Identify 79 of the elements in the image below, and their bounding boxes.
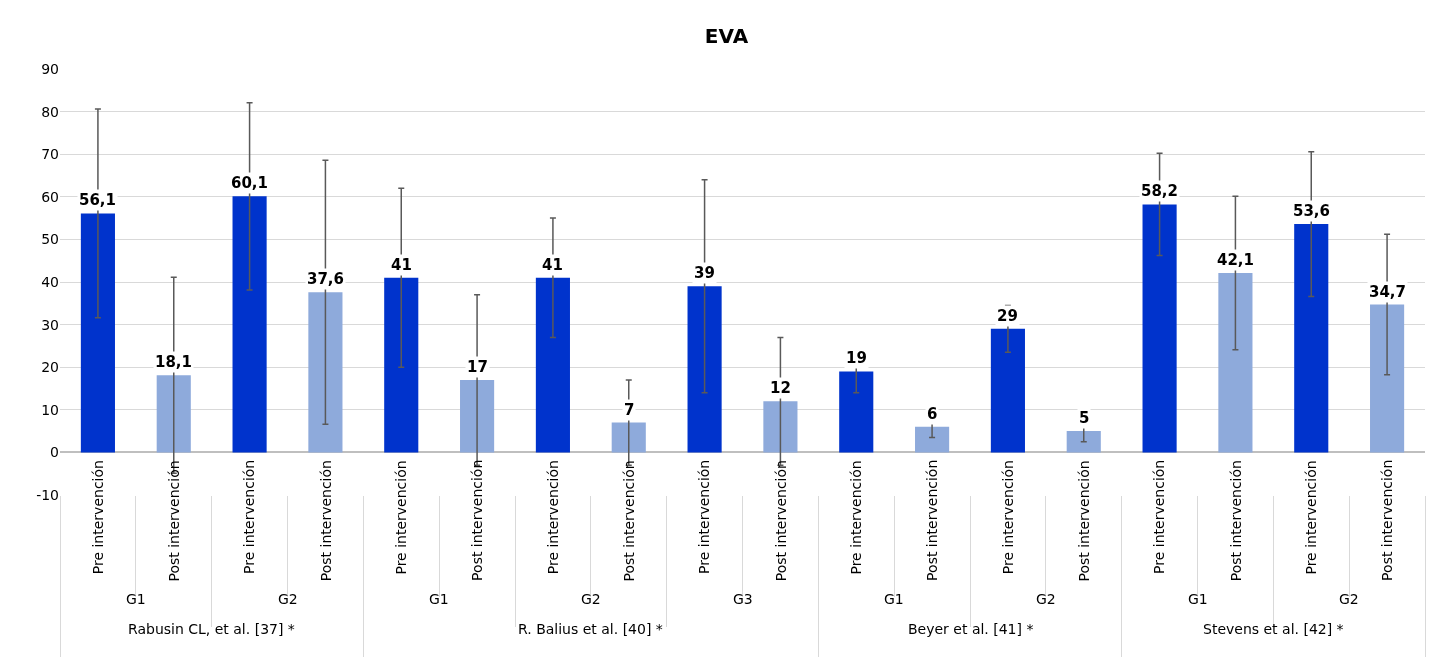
text: Rabusin CL, et al. [37] * [128,621,295,637]
text: G1 [126,591,146,607]
bar [915,426,950,453]
x-tick-label: Post intervención [772,460,789,582]
x-tick-label: Post intervención [1075,460,1092,582]
data-label: 42,1 [1217,251,1255,269]
x-tick-label: Post intervención [620,460,637,582]
y-tick-label: 60 [41,188,59,205]
data-label: 60,1 [231,174,269,192]
text: G2 [1339,591,1359,607]
text: R. Balius et al. [40] * [518,621,663,637]
data-label: 29 [997,307,1018,325]
bar [384,277,419,453]
text: G2 [278,591,298,607]
x-tick-label: Pre intervención [847,460,864,575]
text: Beyer et al. [41] * [908,621,1034,637]
text: G3 [733,591,753,607]
bar [232,196,267,453]
x-tick-label: Pre intervención [1151,459,1168,574]
x-tick-label: Pre intervención [89,460,106,575]
y-tick-label: 50 [41,231,59,248]
data-label: 18,1 [155,353,193,371]
text: G1 [884,591,904,607]
chart-title: EVA [704,24,749,48]
x-tick-label: Pre intervención [544,460,561,575]
data-label: 56,1 [79,191,117,209]
bar [1066,431,1101,453]
y-tick-label: 70 [41,146,59,163]
text: G1 [1188,591,1208,607]
data-label: 58,2 [1141,182,1179,200]
y-tick-label: 0 [50,444,59,461]
y-tick-label: 10 [41,401,59,418]
data-label: 5 [1079,409,1090,427]
x-tick-label: Pre intervención [999,460,1016,575]
y-tick-label: 90 [41,60,59,77]
text: Stevens et al. [42] * [1203,621,1344,637]
data-label: 37,6 [307,270,345,288]
bar [460,379,495,453]
bar [687,286,722,453]
bar [1218,273,1253,453]
data-label: 6 [927,405,938,423]
y-tick-label: 80 [41,103,59,120]
x-tick-label: Post intervención [1379,459,1396,581]
y-tick-label: 20 [41,359,59,376]
bar [535,277,570,453]
bar [156,375,191,453]
data-label: 53,6 [1293,202,1331,220]
data-label: 34,7 [1369,283,1407,301]
data-label: 41 [542,256,563,274]
data-label: 7 [624,401,635,419]
x-tick-label: Pre intervención [241,459,258,574]
bar [1142,204,1177,453]
x-tick-label: Pre intervención [1302,460,1319,575]
data-label: 17 [467,358,488,376]
bar [1370,304,1405,453]
x-tick-label: Post intervención [317,460,334,582]
bar [308,292,343,453]
bar [1294,224,1329,453]
text: G2 [581,591,601,607]
x-tick-label: Pre intervención [696,459,713,574]
bar [763,401,798,453]
y-tick-label: 40 [41,273,59,290]
bar [611,422,646,453]
x-tick-label: Post intervención [165,460,182,582]
data-label: 19 [846,349,867,367]
x-tick-label: Post intervención [469,459,486,581]
x-tick-label: Post intervención [1227,460,1244,582]
data-label: 39 [694,264,715,282]
text: G2 [1036,591,1056,607]
x-tick-label: Post intervención [924,459,941,581]
y-tick-label: -10 [36,486,59,503]
y-tick-label: 30 [41,316,59,333]
x-tick-label: Pre intervención [392,460,409,575]
bar [990,328,1025,453]
bar [839,371,874,453]
data-label: 41 [391,256,412,274]
text: G1 [429,591,449,607]
bar [80,213,115,453]
data-label: 12 [770,379,791,397]
